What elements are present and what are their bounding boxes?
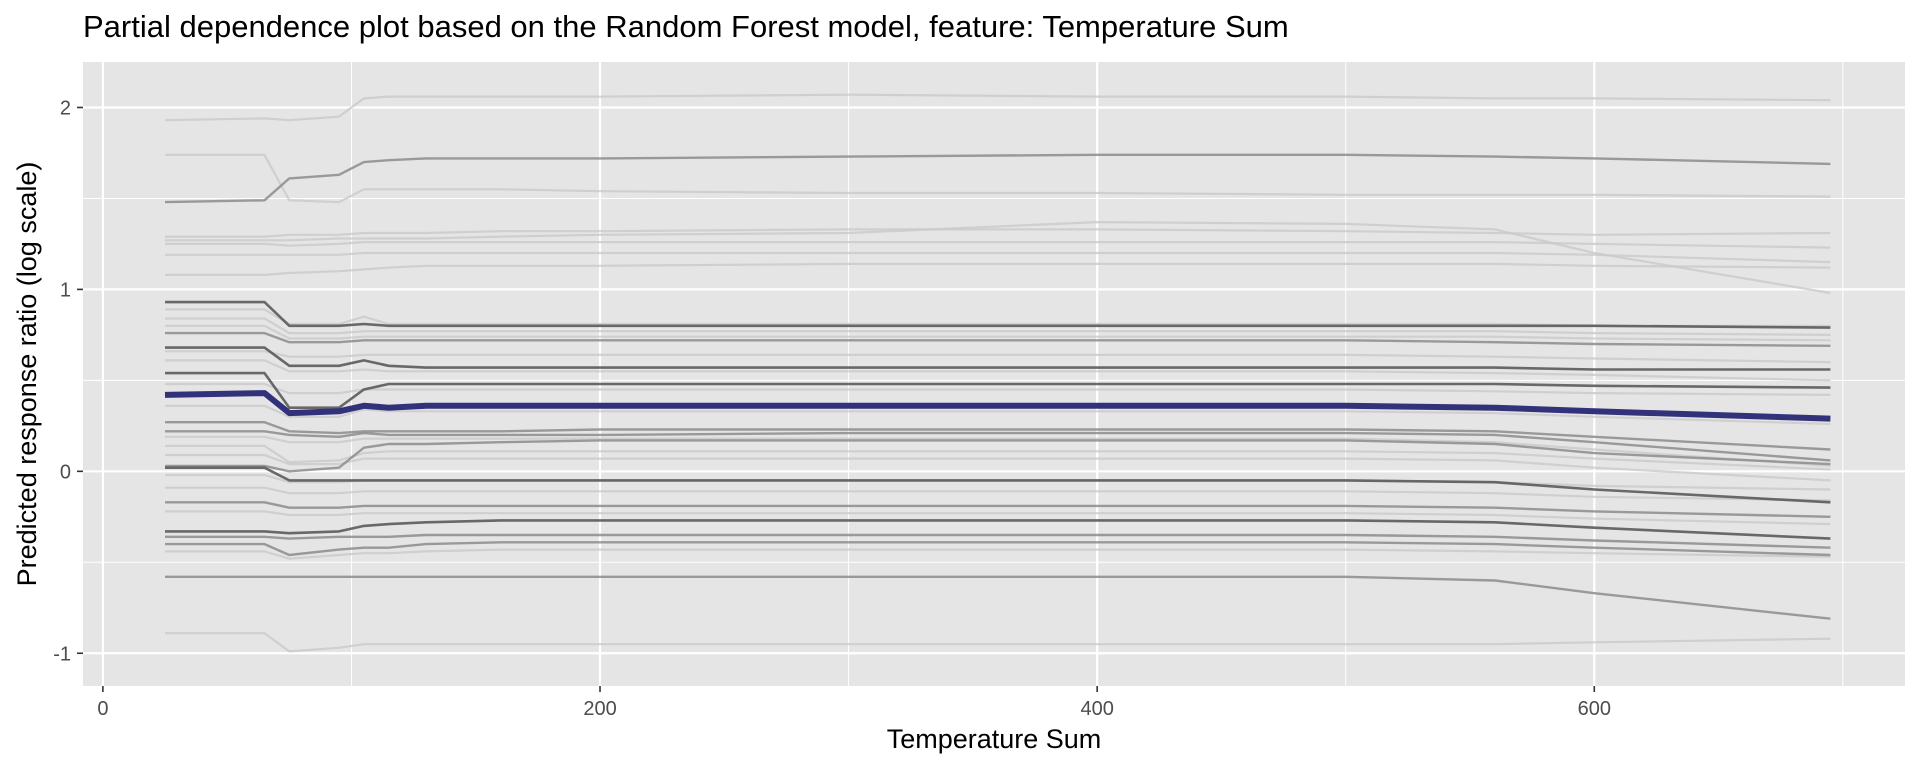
ice-curves bbox=[164, 93, 1831, 653]
ice-curve-12 bbox=[165, 324, 1831, 342]
x-axis-title: Temperature Sum bbox=[887, 724, 1102, 754]
ice-curve-30 bbox=[165, 510, 1831, 526]
ice-curve-7 bbox=[165, 251, 1831, 264]
ice-curve-16 bbox=[165, 359, 1831, 382]
ice-curve-17 bbox=[165, 371, 1831, 410]
ice-curve-2 bbox=[165, 153, 1831, 204]
ice-curve-34 bbox=[165, 548, 1831, 560]
ice-curve-18 bbox=[165, 382, 1831, 396]
x-tick-label: 0 bbox=[97, 698, 108, 720]
ice-curve-22 bbox=[165, 435, 1831, 467]
minor-gridlines bbox=[83, 62, 1905, 686]
ice-curve-33 bbox=[165, 541, 1831, 557]
ice-curve-19 bbox=[165, 404, 1831, 426]
ice-curve-11 bbox=[165, 317, 1831, 336]
ice-curve-13 bbox=[165, 331, 1831, 347]
ice-curve-24 bbox=[165, 453, 1831, 482]
ice-curve-36 bbox=[165, 632, 1831, 653]
ice-curve-23 bbox=[165, 444, 1831, 471]
chart-title: Partial dependence plot based on the Ran… bbox=[83, 9, 1289, 44]
ice-curve-10 bbox=[165, 308, 1831, 327]
x-axis: 0 200 400 600 bbox=[97, 686, 1611, 720]
y-tick-label: 0 bbox=[60, 461, 71, 483]
y-tick-label: -1 bbox=[53, 643, 71, 665]
y-axis-title: Predicted response ratio (log scale) bbox=[12, 162, 42, 587]
x-tick-label: 400 bbox=[1080, 698, 1113, 720]
y-axis: -1 0 1 2 bbox=[53, 97, 83, 665]
ice-curve-28 bbox=[165, 486, 1831, 502]
ice-curve-6 bbox=[165, 241, 1831, 249]
average-pdp-curve bbox=[164, 390, 1831, 422]
ice-curve-9 bbox=[165, 300, 1831, 329]
ice-curve-35 bbox=[165, 575, 1831, 620]
ice-curve-20 bbox=[165, 421, 1831, 451]
ice-curve-5 bbox=[165, 221, 1831, 295]
ice-curve-1 bbox=[164, 93, 1831, 122]
ice-curve-29 bbox=[165, 501, 1831, 518]
ice-curve-3 bbox=[164, 153, 1831, 204]
ice-curve-15 bbox=[165, 350, 1831, 364]
y-tick-label: 1 bbox=[60, 279, 71, 301]
ice-curve-8 bbox=[165, 262, 1831, 276]
ice-curve-26 bbox=[165, 466, 1831, 504]
ice-curve-32 bbox=[165, 533, 1831, 549]
ice-curve-14 bbox=[165, 346, 1831, 371]
ice-curve-4 bbox=[165, 228, 1831, 238]
x-tick-label: 600 bbox=[1578, 698, 1611, 720]
ice-curve-25 bbox=[165, 439, 1831, 473]
ice-curve-31 bbox=[165, 519, 1831, 540]
x-tick-label: 200 bbox=[583, 698, 616, 720]
average-curve bbox=[164, 390, 1831, 422]
y-tick-label: 2 bbox=[60, 97, 71, 119]
ice-curve-21 bbox=[165, 430, 1831, 462]
